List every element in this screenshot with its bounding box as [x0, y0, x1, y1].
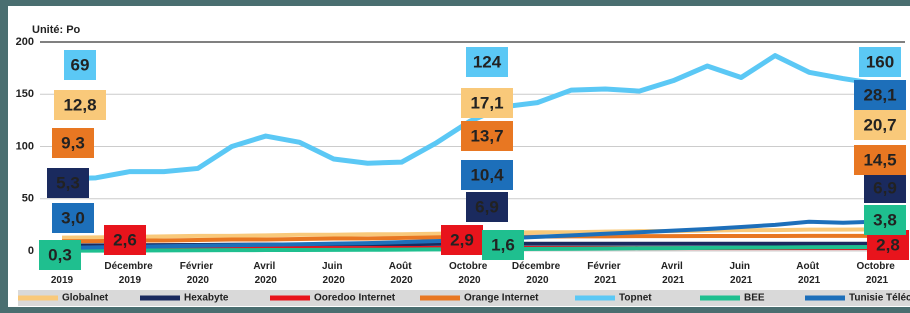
data-label: 17,1	[470, 93, 503, 112]
legend-label: Orange Internet	[464, 293, 539, 304]
y-tick-label: 100	[16, 140, 34, 152]
data-label: 6,9	[873, 178, 897, 197]
data-label: 1,6	[491, 235, 515, 254]
data-label: 2,8	[876, 235, 900, 254]
data-label: 2,6	[113, 230, 137, 249]
unit-label: Unité: Po	[32, 24, 81, 36]
legend-label: Ooredoo Internet	[314, 293, 396, 304]
legend-label: Globalnet	[62, 293, 109, 304]
data-label: 3,0	[61, 208, 85, 227]
y-tick-label: 50	[22, 193, 34, 205]
data-label: 9,3	[61, 133, 85, 152]
data-label: 28,1	[863, 85, 896, 104]
y-tick-label: 0	[28, 245, 34, 257]
y-tick-label: 200	[16, 36, 34, 48]
data-label: 124	[473, 52, 502, 71]
y-tick-label: 150	[16, 88, 34, 100]
data-label: 12,8	[63, 95, 96, 114]
data-label: 6,9	[475, 197, 499, 216]
data-label: 10,4	[470, 165, 504, 184]
data-label: 20,7	[863, 115, 896, 134]
data-label: 160	[866, 52, 894, 71]
legend-label: Topnet	[619, 293, 652, 304]
legend-label: BEE	[744, 293, 765, 304]
legend-label: Tunisie Télécom	[849, 293, 910, 304]
legend-label: Hexabyte	[184, 293, 229, 304]
data-label: 69	[71, 55, 90, 74]
data-label: 3,8	[873, 210, 897, 229]
data-label: 0,3	[48, 245, 72, 264]
data-label: 5,3	[56, 173, 80, 192]
data-label: 13,7	[470, 126, 503, 145]
data-label: 14,5	[863, 150, 896, 169]
data-label: 2,9	[450, 230, 474, 249]
chart: Unité: Po 050100150200Octobre 2019Décemb…	[0, 0, 910, 313]
